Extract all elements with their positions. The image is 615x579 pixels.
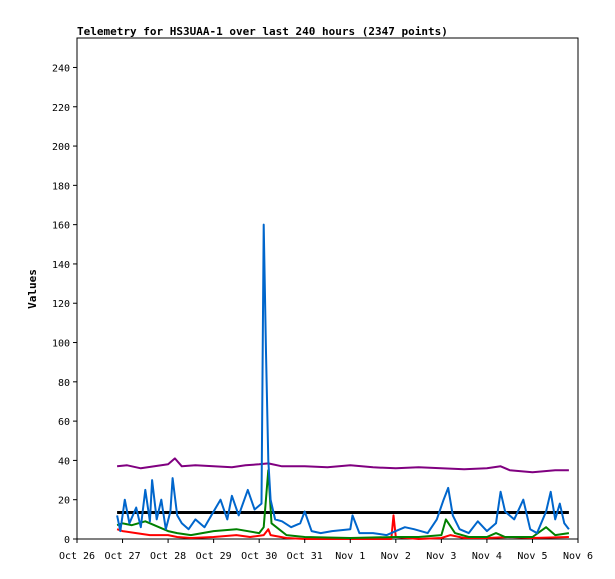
y-tick-label: 100 xyxy=(52,339,70,350)
x-tick-label: Oct 29 xyxy=(196,551,232,562)
y-axis-ticks: 0 20 40 60 80 100 120 140 160 180 200 220 240 xyxy=(52,63,77,546)
y-tick-label: 140 xyxy=(52,260,70,271)
series-line xyxy=(116,223,570,537)
plot-frame xyxy=(76,37,579,540)
y-tick-label: 40 xyxy=(58,456,70,467)
y-tick-label: 120 xyxy=(52,299,70,310)
x-tick-label: Oct 27 xyxy=(104,551,140,562)
series-line xyxy=(116,469,570,539)
y-tick-label: 180 xyxy=(52,181,70,192)
series-layer xyxy=(116,223,570,540)
x-tick-label: Nov 4 xyxy=(472,551,502,562)
y-tick-label: 20 xyxy=(58,496,70,507)
series-line xyxy=(116,514,569,540)
x-tick-label: Nov 3 xyxy=(426,551,456,562)
y-tick-label: 240 xyxy=(52,63,70,74)
y-tick-label: 160 xyxy=(52,221,70,232)
y-tick-label: 60 xyxy=(58,417,70,428)
x-tick-label: Oct 31 xyxy=(287,551,323,562)
x-tick-label: Nov 1 xyxy=(335,551,365,562)
x-tick-label: Nov 5 xyxy=(517,551,547,562)
series-line xyxy=(117,457,569,474)
y-tick-label: 80 xyxy=(58,378,70,389)
chart-title: Telemetry for HS3UAA-1 over last 240 hou… xyxy=(77,25,448,38)
y-tick-label: 200 xyxy=(52,142,70,153)
x-tick-label: Oct 30 xyxy=(241,551,277,562)
x-tick-label: Oct 26 xyxy=(59,551,95,562)
y-axis-label: Values xyxy=(26,269,39,309)
x-tick-label: Oct 28 xyxy=(150,551,186,562)
x-tick-label: Nov 2 xyxy=(381,551,411,562)
x-tick-label: Nov 6 xyxy=(563,551,593,562)
y-tick-label: 220 xyxy=(52,103,70,114)
y-tick-label: 0 xyxy=(64,535,70,546)
x-axis-ticks: Oct 26 Oct 27 Oct 28 Oct 29 Oct 30 Oct 31 Nov … xyxy=(59,539,593,562)
